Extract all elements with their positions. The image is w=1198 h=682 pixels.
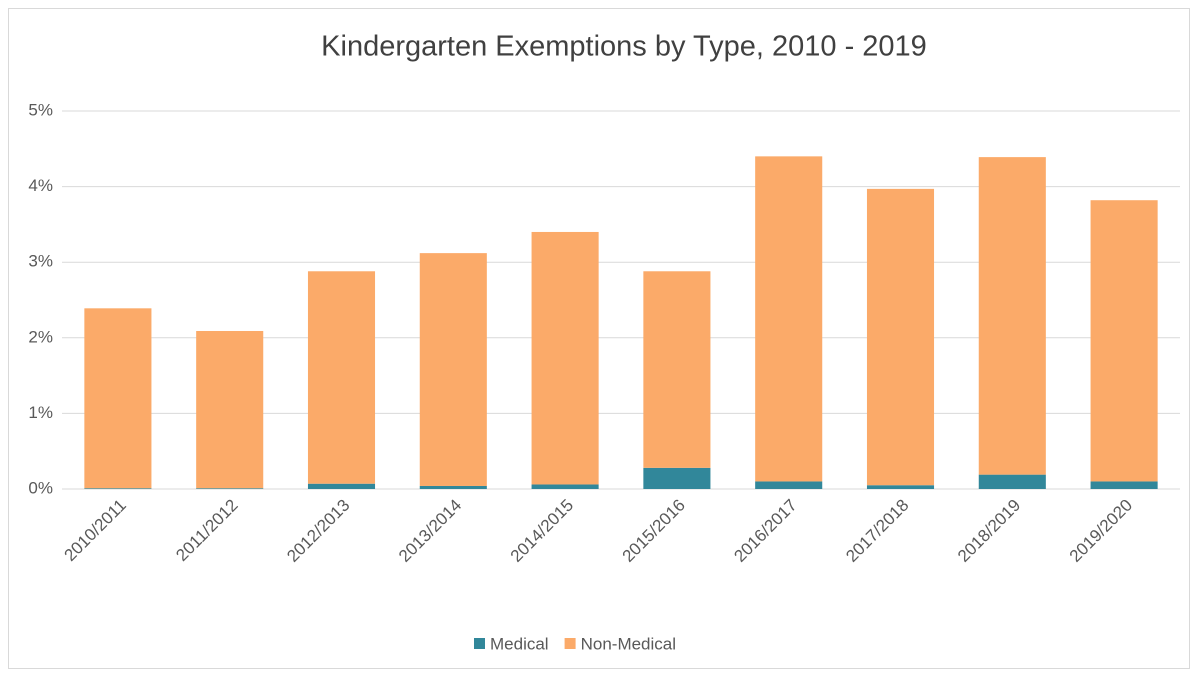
- legend-label: Medical: [490, 634, 549, 653]
- bar-segment: [1090, 481, 1158, 489]
- bar-segment: [419, 485, 487, 489]
- y-tick-label: 3%: [28, 252, 53, 271]
- legend-swatch: [474, 638, 485, 649]
- bar-segment: [419, 253, 487, 486]
- legend-label: Non-Medical: [581, 634, 676, 653]
- bar-segment: [755, 156, 823, 482]
- bar-segment: [84, 308, 152, 489]
- bar-segment: [866, 188, 935, 486]
- chart-title: Kindergarten Exemptions by Type, 2010 - …: [321, 31, 927, 63]
- bar-segment: [1090, 200, 1158, 482]
- bar-segment: [196, 488, 264, 489]
- y-tick-label: 2%: [28, 327, 53, 346]
- y-tick-label: 0%: [28, 478, 53, 497]
- bar-segment: [84, 488, 152, 489]
- bar-segment: [866, 485, 935, 489]
- bar-segment: [978, 474, 1046, 489]
- legend-swatch: [564, 638, 576, 649]
- bar-segment: [978, 157, 1046, 475]
- bar-segment: [755, 481, 823, 489]
- bar-segment: [307, 483, 376, 489]
- bar-segment: [531, 231, 599, 485]
- y-tick-label: 1%: [28, 403, 53, 422]
- y-tick-label: 4%: [28, 176, 53, 195]
- bar-segment: [643, 271, 711, 468]
- y-tick-label: 5%: [28, 100, 53, 119]
- bar-segment: [531, 484, 599, 489]
- bar-segment: [196, 330, 264, 489]
- bar-segment: [643, 467, 711, 489]
- bar-segment: [307, 271, 376, 484]
